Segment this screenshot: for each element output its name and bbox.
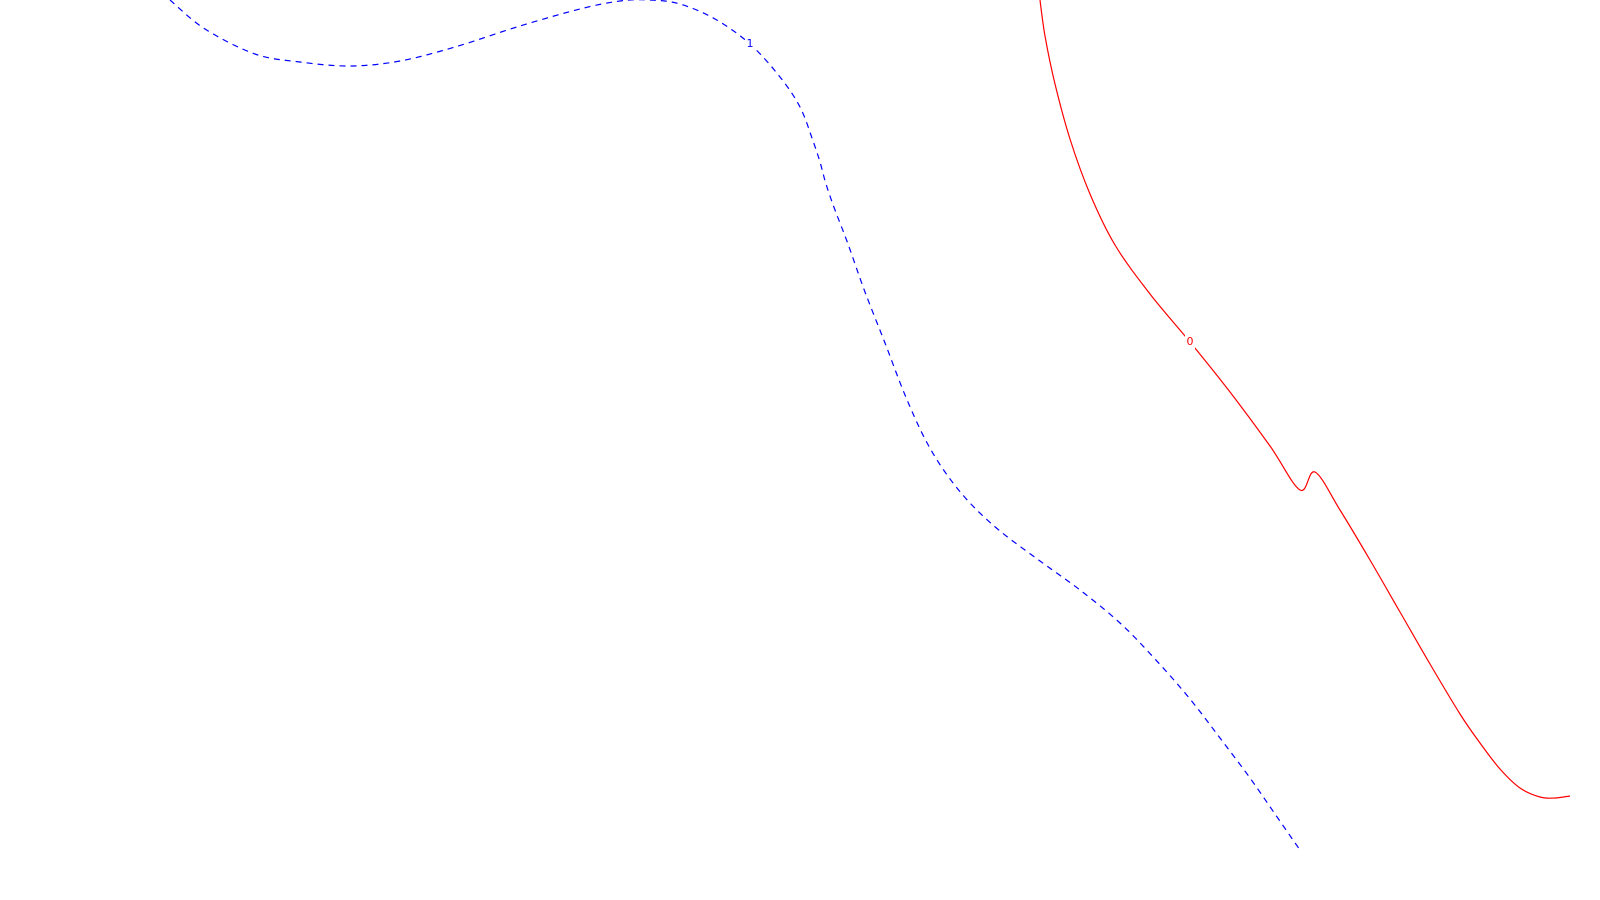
contour-label-1: 1 xyxy=(747,37,754,50)
contour-line-0 xyxy=(1039,0,1571,799)
contour-lines xyxy=(169,0,1571,851)
contour-labels: 10 xyxy=(745,37,1195,349)
contour-label-background xyxy=(745,37,755,51)
contour-line-1 xyxy=(169,0,1301,851)
contour-label-0: 0 xyxy=(1187,335,1194,348)
contour-label-background xyxy=(1185,335,1195,349)
